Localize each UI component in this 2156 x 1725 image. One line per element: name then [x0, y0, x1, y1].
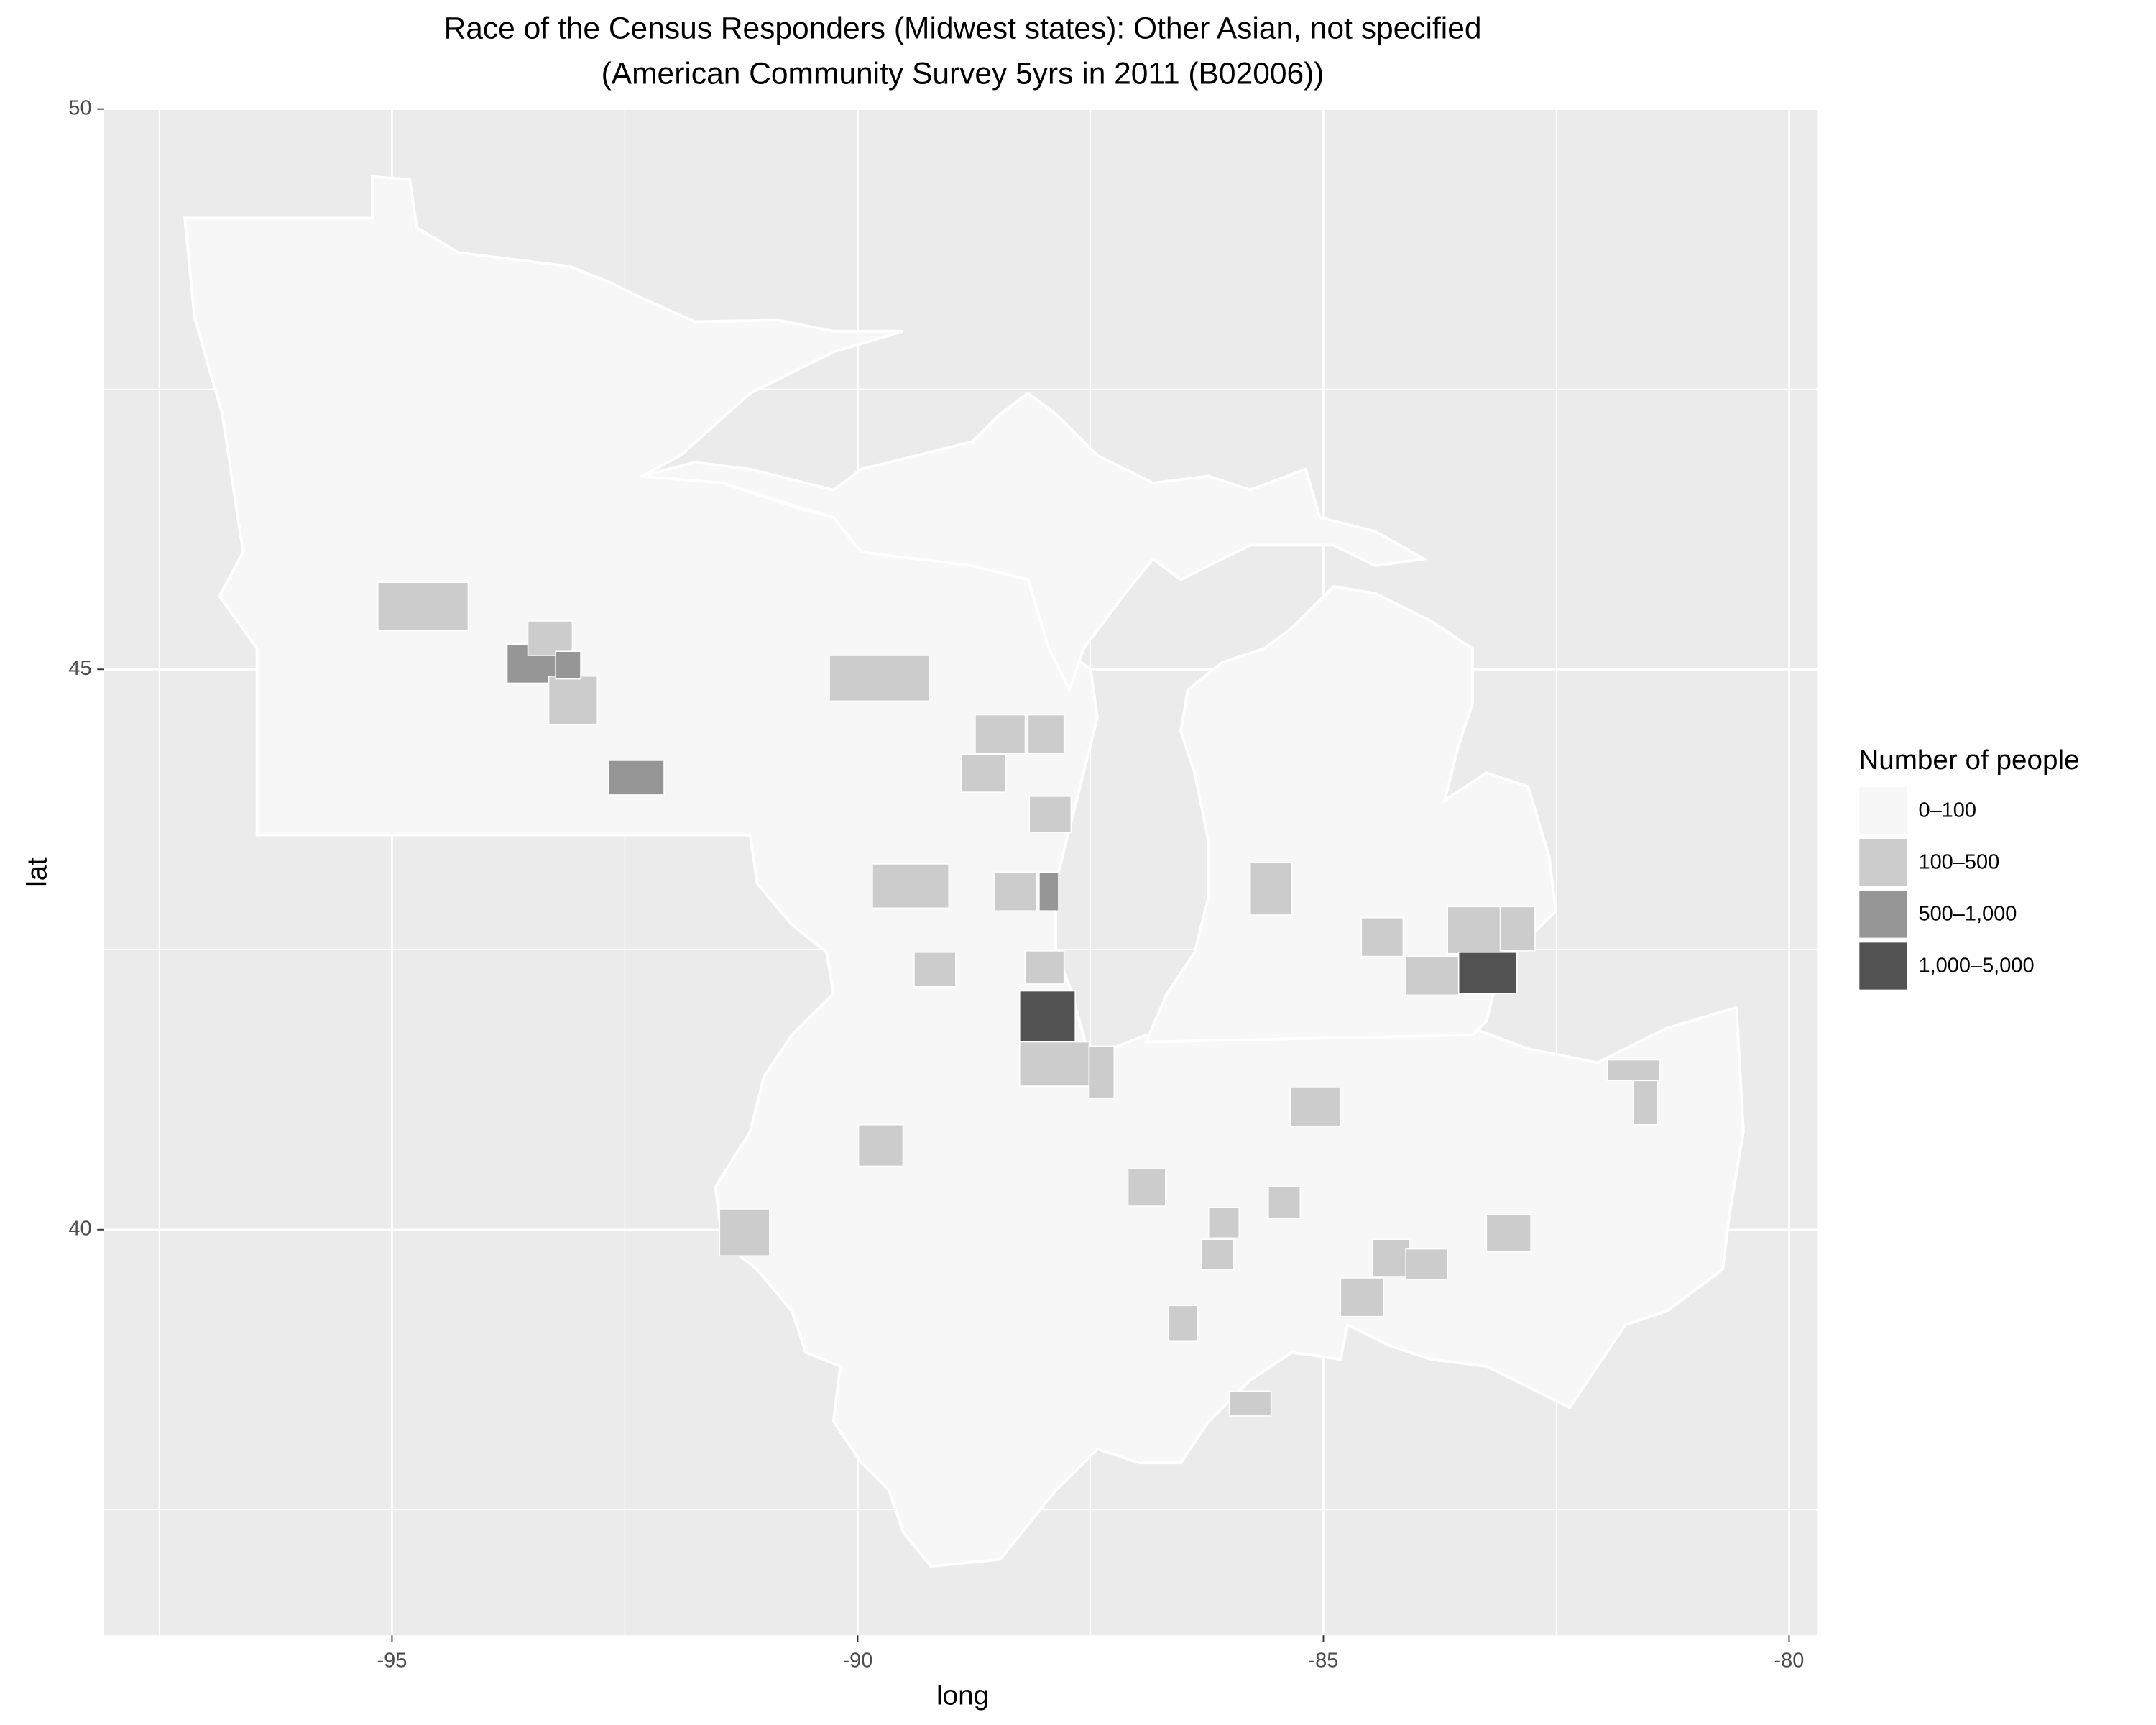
county: [829, 655, 930, 702]
x-tick-label: -85: [1309, 1649, 1339, 1672]
county: [548, 676, 598, 725]
county: [1207, 1207, 1240, 1239]
legend-key: [1858, 837, 1908, 888]
county: [960, 754, 1007, 793]
county: [1088, 1045, 1115, 1100]
legend-label: 500–1,000: [1918, 903, 2017, 926]
y-axis-label: lat: [22, 857, 52, 887]
legend: 0–100 100–500 500–1,000 1,000–5,000: [1858, 786, 2035, 991]
county: [1167, 1305, 1199, 1343]
y-tick-label: 40: [68, 1217, 91, 1240]
y-tick-label: 45: [68, 657, 91, 680]
legend-title: Number of people: [1858, 745, 2079, 776]
county: [994, 871, 1037, 911]
chart-title: Race of the Census Responders (Midwest s…: [444, 12, 1482, 45]
county: [1028, 796, 1072, 833]
county: [1127, 1168, 1166, 1207]
county: [1038, 871, 1059, 911]
county: [1606, 1059, 1661, 1082]
county: [1457, 952, 1518, 995]
county: [1024, 950, 1065, 985]
county: [555, 650, 581, 680]
counties: [377, 581, 1661, 1417]
county: [872, 863, 950, 909]
county: [1249, 862, 1293, 916]
county: [1228, 1390, 1272, 1417]
legend-key: [1858, 941, 1908, 991]
y-tick-label: 50: [68, 96, 91, 119]
county: [1405, 1248, 1448, 1280]
county: [1268, 1186, 1302, 1220]
county: [1289, 1087, 1342, 1127]
legend-label: 0–100: [1918, 799, 1976, 822]
county: [1019, 1041, 1090, 1087]
region-west: [183, 175, 1745, 1568]
county: [1340, 1277, 1385, 1317]
map: [183, 175, 1745, 1568]
legend-label: 1,000–5,000: [1918, 954, 2034, 978]
county: [975, 714, 1026, 755]
x-tick-label: -90: [843, 1649, 873, 1672]
region-upper-peninsula: [641, 391, 1429, 694]
county: [1447, 906, 1504, 954]
county: [1360, 917, 1404, 957]
county: [377, 581, 469, 632]
county: [913, 952, 957, 988]
county: [1499, 906, 1536, 952]
county: [527, 620, 573, 656]
chart-title: (American Community Survey 5yrs in 2011 …: [602, 57, 1325, 91]
x-tick-label: -80: [1774, 1649, 1805, 1672]
legend-key: [1858, 889, 1908, 939]
county: [1405, 955, 1460, 996]
legend-label: 100–500: [1918, 851, 1999, 874]
county: [857, 1124, 904, 1167]
county: [1201, 1238, 1235, 1271]
county: [1372, 1238, 1411, 1277]
county: [719, 1208, 770, 1256]
x-tick-label: -95: [377, 1649, 407, 1672]
county: [607, 760, 665, 796]
x-axis-label: long: [936, 1680, 989, 1711]
county: [1027, 714, 1065, 755]
legend-key: [1858, 786, 1908, 836]
county: [1485, 1213, 1531, 1253]
